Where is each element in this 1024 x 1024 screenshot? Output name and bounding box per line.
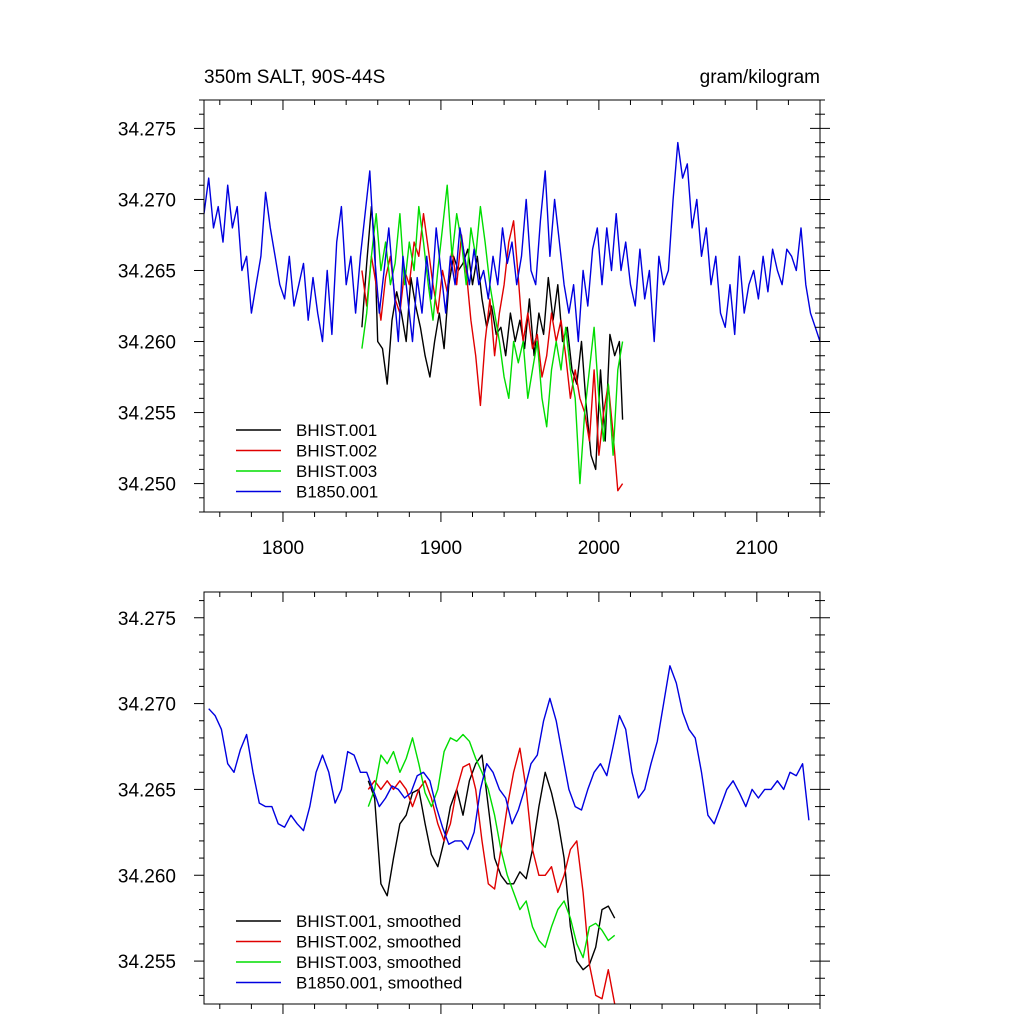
series-group [208,665,810,1004]
legend: BHIST.001, smoothed BHIST.002, smoothedBH… [236,912,462,993]
series-group [204,141,820,492]
series-line-bhist-003 [367,733,616,959]
x-tick-label: 2000 [578,538,620,559]
series-line-bhist-001 [367,754,616,971]
y-tick-label: 34.255 [118,404,176,425]
legend-label: BHIST.001 [296,421,377,440]
x-tick-label: 2100 [736,538,778,559]
x-tick-label: 1900 [420,538,462,559]
legend-label: BHIST.003, smoothed [296,953,461,972]
chart-title: 350m SALT, 90S-44S [204,67,385,88]
legend-label: B1850.001 [296,483,378,502]
series-line-bhist-002 [361,212,624,492]
y-tick-label: 34.260 [118,333,176,354]
y-tick-label: 34.255 [118,952,176,973]
legend-label: BHIST.001, smoothed [296,912,461,931]
legend-label: B1850.001, smoothed [296,974,462,993]
plot-frame [203,99,821,513]
y-tick-label: 34.270 [118,190,176,211]
series-line-b1850-001 [208,665,810,851]
y-tick-label: 34.265 [118,780,176,801]
y-tick-label: 34.275 [118,609,176,630]
series-line-bhist-002 [367,747,616,1004]
legend-label: BHIST.002, smoothed [296,933,461,952]
legend-label: BHIST.002 [296,442,377,461]
series-line-bhist-001 [361,205,624,471]
plot-frame [203,591,821,1005]
legend-label: BHIST.003 [296,462,377,481]
x-tick-label: 1800 [262,538,304,559]
y-tick-label: 34.275 [118,119,176,140]
y-tick-label: 34.265 [118,261,176,282]
units-label: gram/kilogram [700,67,820,88]
bottom-panel: 34.255 34.260 34.265 34.270 34.275 BHIST.001,… [118,591,830,1014]
series-line-b1850-001 [204,141,820,343]
y-tick-label: 34.250 [118,475,176,496]
y-tick-label: 34.260 [118,866,176,887]
y-tick-label: 34.270 [118,695,176,716]
top-panel: 1800 1900 2000 2100 34.250 34.255 34.260 34.265… [118,99,830,559]
